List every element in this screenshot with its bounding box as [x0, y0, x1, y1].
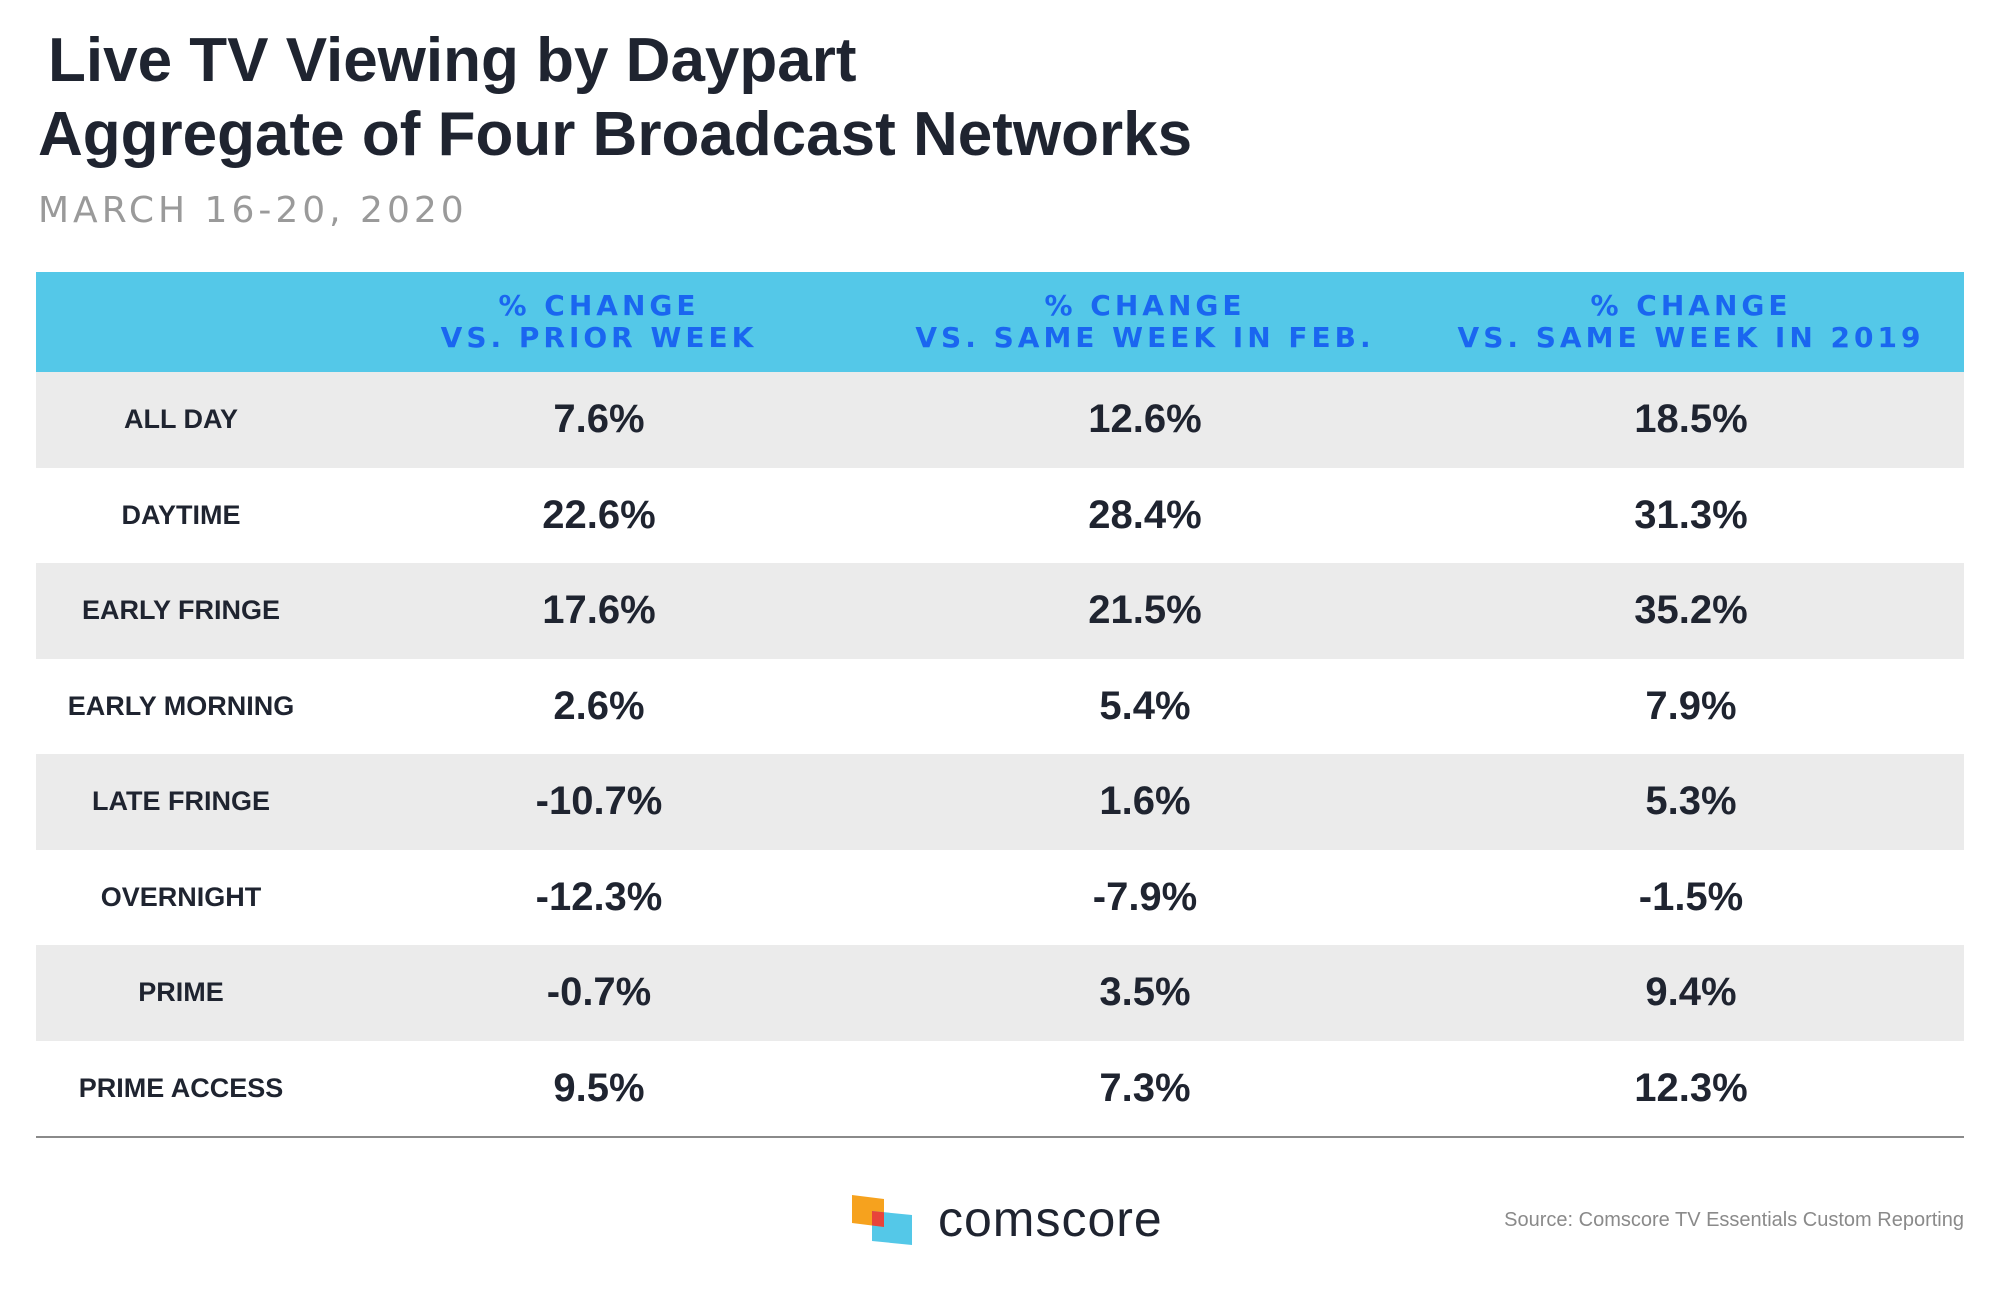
table-bottom-divider: [36, 1136, 1964, 1138]
comscore-logo-icon: [852, 1195, 912, 1245]
column-header-line-2: VS. PRIOR WEEK: [440, 321, 758, 354]
value-cell: -10.7%: [535, 779, 663, 824]
value-cell: -12.3%: [535, 874, 663, 919]
value-cell: 5.3%: [1645, 779, 1737, 824]
value-cell: 5.4%: [1099, 683, 1191, 728]
title-block: Live TV Viewing by Daypart Aggregate of …: [38, 24, 1192, 172]
value-cell: 28.4%: [1088, 492, 1202, 537]
logo-wordmark: comscore: [938, 1191, 1163, 1247]
value-cell: 12.3%: [1634, 1065, 1748, 1110]
chart-subtitle: MARCH 16-20, 2020: [38, 190, 468, 231]
column-header: % CHANGE VS. SAME WEEK IN 2019: [1418, 272, 1964, 372]
data-table: % CHANGE VS. PRIOR WEEK % CHANGE VS. SAM…: [36, 272, 1964, 1138]
value-cell: -0.7%: [546, 970, 652, 1015]
table-row: LATE FRINGE -10.7% 1.6% 5.3%: [36, 754, 1964, 850]
column-header-line-1: % CHANGE: [498, 289, 700, 322]
value-cell: 9.4%: [1645, 970, 1737, 1015]
column-header: % CHANGE VS. PRIOR WEEK: [326, 272, 872, 372]
value-cell: 7.6%: [553, 397, 645, 442]
table-row: EARLY FRINGE 17.6% 21.5% 35.2%: [36, 563, 1964, 659]
value-cell: 31.3%: [1634, 492, 1748, 537]
value-cell: 2.6%: [553, 683, 645, 728]
table-row: PRIME -0.7% 3.5% 9.4%: [36, 945, 1964, 1041]
column-header-line-2: VS. SAME WEEK IN 2019: [1457, 321, 1925, 354]
logo-red-overlap: [872, 1211, 884, 1227]
table-row: PRIME ACCESS 9.5% 7.3% 12.3%: [36, 1041, 1964, 1137]
column-header-line-2: VS. SAME WEEK IN FEB.: [915, 321, 1375, 354]
row-label: EARLY FRINGE: [81, 595, 281, 626]
table-header-row: % CHANGE VS. PRIOR WEEK % CHANGE VS. SAM…: [36, 272, 1964, 372]
value-cell: 7.3%: [1099, 1065, 1191, 1110]
column-header-line-1: % CHANGE: [1044, 289, 1246, 322]
value-cell: 17.6%: [542, 588, 656, 633]
row-label: DAYTIME: [121, 499, 241, 530]
value-cell: 18.5%: [1634, 397, 1748, 442]
value-cell: 12.6%: [1088, 397, 1202, 442]
chart-title-line-2: Aggregate of Four Broadcast Networks: [38, 100, 1193, 169]
row-label: LATE FRINGE: [92, 786, 270, 817]
value-cell: 1.6%: [1099, 779, 1191, 824]
value-cell: 21.5%: [1088, 588, 1202, 633]
value-cell: -1.5%: [1638, 874, 1744, 919]
value-cell: 22.6%: [542, 492, 656, 537]
value-cell: 9.5%: [553, 1065, 645, 1110]
row-label: PRIME: [138, 977, 224, 1008]
row-label: OVERNIGHT: [100, 881, 262, 912]
table-row: EARLY MORNING 2.6% 5.4% 7.9%: [36, 659, 1964, 755]
row-label: EARLY MORNING: [67, 690, 295, 721]
chart-title-line-1: Live TV Viewing by Daypart: [48, 26, 857, 95]
value-cell: 3.5%: [1099, 970, 1191, 1015]
comscore-logo: comscore: [850, 1190, 1163, 1248]
value-cell: -7.9%: [1092, 874, 1198, 919]
value-cell: 35.2%: [1634, 588, 1748, 633]
header-corner-cell: [36, 272, 326, 372]
value-cell: 7.9%: [1645, 683, 1737, 728]
table-row: OVERNIGHT -12.3% -7.9% -1.5%: [36, 850, 1964, 946]
table-row: DAYTIME 22.6% 28.4% 31.3%: [36, 468, 1964, 564]
column-header-line-1: % CHANGE: [1590, 289, 1792, 322]
row-label: PRIME ACCESS: [78, 1072, 284, 1103]
row-label: ALL DAY: [123, 404, 239, 435]
source-note: Source: Comscore TV Essentials Custom Re…: [1504, 1209, 1964, 1231]
column-header: % CHANGE VS. SAME WEEK IN FEB.: [872, 272, 1418, 372]
table-row: ALL DAY 7.6% 12.6% 18.5%: [36, 372, 1964, 468]
